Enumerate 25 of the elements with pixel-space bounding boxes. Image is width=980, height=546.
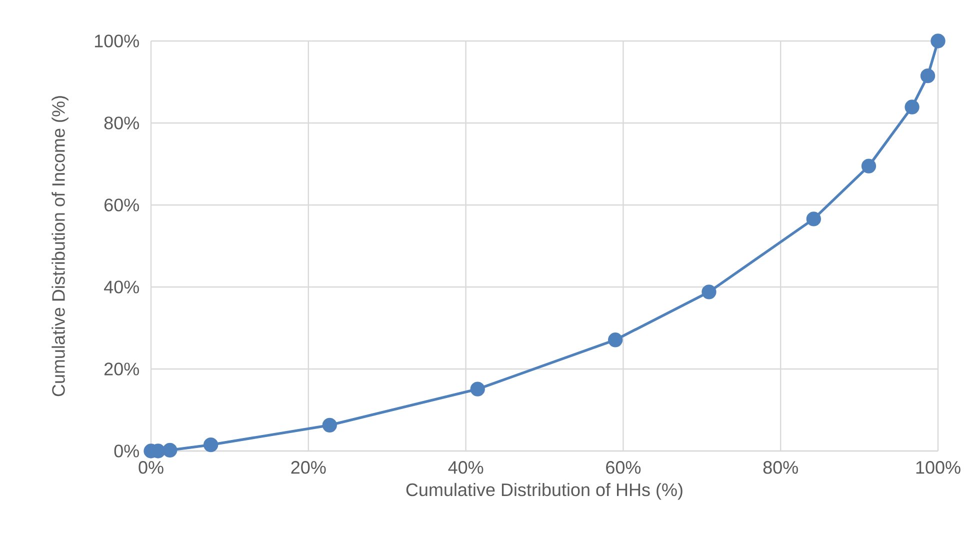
x-tick-label: 40% [448, 461, 484, 474]
y-tick-label: 100% [94, 34, 139, 48]
point [920, 68, 936, 84]
y-tick-label: 0% [114, 444, 139, 458]
point [470, 382, 485, 396]
y-tick-label: 20% [104, 362, 139, 376]
y-tick-label: 60% [104, 198, 139, 212]
point [322, 418, 337, 433]
y-axis-title: Cumulative Distribution of Income (%) [52, 96, 68, 396]
point [806, 212, 821, 226]
x-tick-label: 20% [291, 461, 326, 474]
x-axis-title: Cumulative Distribution of HHs (%) [406, 482, 682, 500]
point [608, 332, 623, 348]
x-tick-label: 0% [138, 461, 164, 474]
y-tick-label: 80% [104, 116, 139, 130]
x-tick-label: 60% [606, 461, 641, 474]
point [203, 438, 218, 452]
point [162, 442, 178, 458]
point [702, 284, 716, 300]
x-tick-label: 100% [916, 461, 960, 474]
point [930, 34, 946, 48]
point [904, 100, 920, 114]
y-tick-label: 40% [104, 280, 139, 294]
point [861, 158, 876, 174]
x-tick-label: 80% [763, 461, 798, 474]
